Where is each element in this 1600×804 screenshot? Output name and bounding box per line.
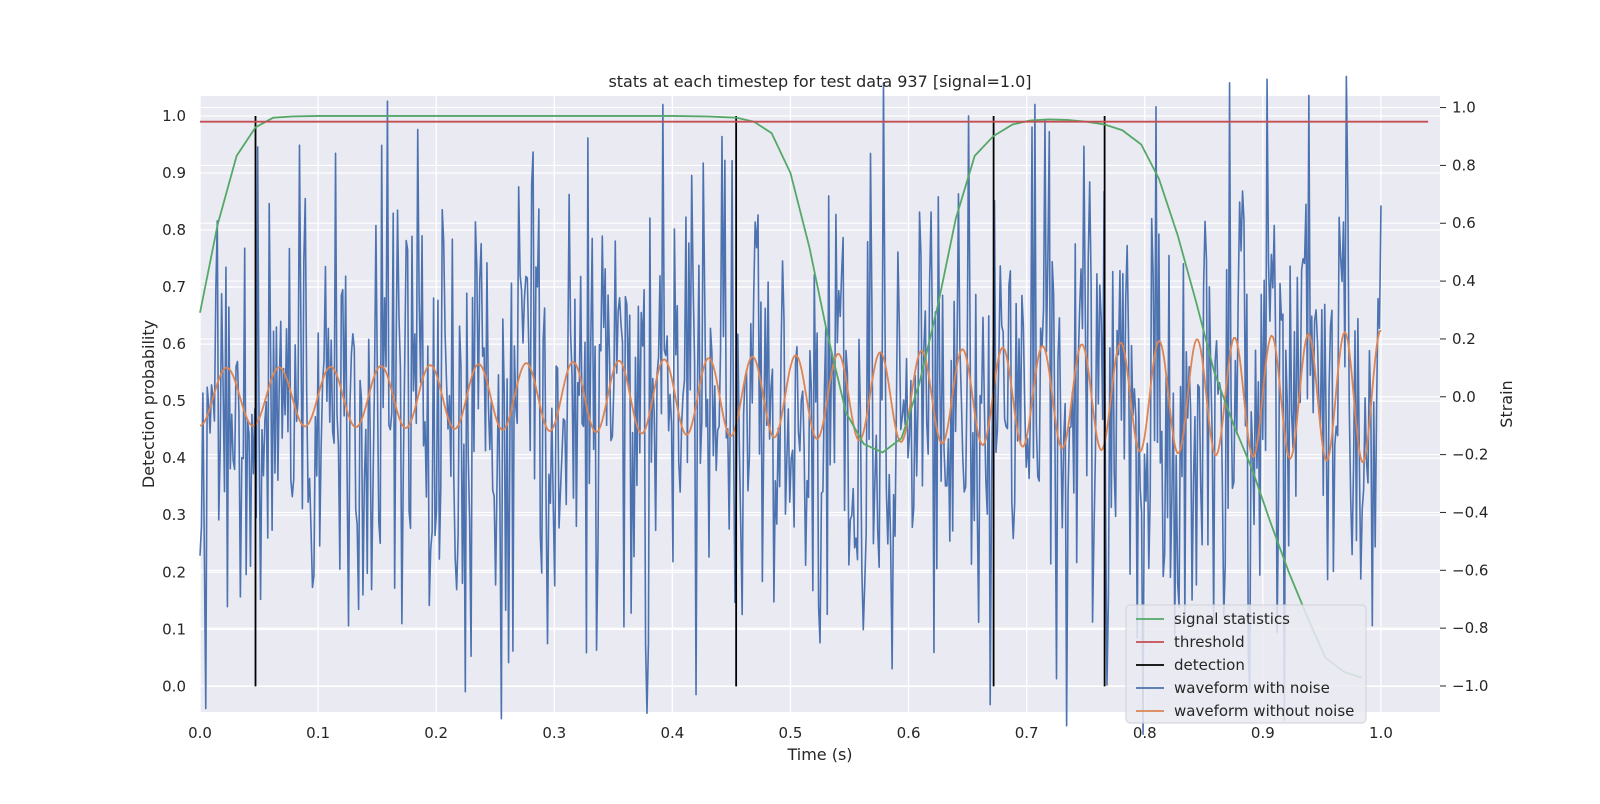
y-tick-label: 0.6: [162, 335, 186, 353]
y2-tick-label: −0.6: [1452, 561, 1488, 579]
y-tick-label: 0.9: [162, 164, 186, 182]
x-tick-label: 0.6: [897, 724, 921, 742]
y-tick-label: 0.8: [162, 221, 186, 239]
ticks-layer: 0.0 0.1 0.2 0.3 0.4 0.5 0.6 0.7 0.8 0.9 1.0 0.0 0.1 0…: [162, 99, 1488, 742]
y2-tick-label: −0.8: [1452, 619, 1488, 637]
x-tick-label: 1.0: [1369, 724, 1393, 742]
x-axis-label: Time (s): [786, 745, 852, 764]
x-tick-label: 0.1: [306, 724, 330, 742]
y-tick-label: 0.0: [162, 677, 186, 695]
x-tick-label: 0.2: [424, 724, 448, 742]
series-waveform-without-noise: [199, 329, 1382, 464]
x-tick-label: 0.0: [188, 724, 212, 742]
y-axis-label: Detection probability: [139, 320, 158, 488]
y-tick-label: 0.1: [162, 620, 186, 638]
y-tick-label: 0.3: [162, 506, 186, 524]
y-tick-label: 0.2: [162, 563, 186, 581]
x-tick-label: 0.5: [779, 724, 803, 742]
series-layer: [199, 75, 1429, 736]
legend-label: detection: [1174, 656, 1245, 674]
series-signal-statistics: [199, 115, 1363, 679]
legend-label: threshold: [1174, 633, 1245, 651]
y-tick-label: 0.7: [162, 278, 186, 296]
legend-box: [1125, 604, 1367, 724]
y2-tick-label: 0.6: [1452, 214, 1476, 232]
x-tick-label: 0.9: [1251, 724, 1275, 742]
y2-tick-label: 0.8: [1452, 156, 1476, 174]
chart-title: stats at each timestep for test data 937…: [608, 72, 1031, 91]
legend-label: waveform with noise: [1174, 679, 1330, 697]
y2-tick-label: 0.2: [1452, 330, 1476, 348]
x-tick-label: 0.4: [660, 724, 684, 742]
x-tick-label: 0.7: [1015, 724, 1039, 742]
x-tick-label: 0.8: [1133, 724, 1157, 742]
legend-label: signal statistics: [1174, 610, 1290, 628]
x-tick-label: 0.3: [542, 724, 566, 742]
y2-tick-label: −1.0: [1452, 677, 1488, 695]
y-tick-label: 1.0: [162, 107, 186, 125]
y2-tick-label: −0.2: [1452, 446, 1488, 464]
series-waveform-with-noise: [199, 75, 1382, 736]
y-tick-label: 0.5: [162, 392, 186, 410]
y2-tick-label: 0.0: [1452, 388, 1476, 406]
legend: signal statistics threshold detection wavef…: [1125, 604, 1367, 724]
y2-tick-label: −0.4: [1452, 503, 1488, 521]
y2-axis-label: Strain: [1497, 380, 1516, 427]
y-tick-label: 0.4: [162, 449, 186, 467]
y2-tick-label: 0.4: [1452, 272, 1476, 290]
legend-label: waveform without noise: [1174, 702, 1354, 720]
y2-tick-label: 1.0: [1452, 99, 1476, 117]
